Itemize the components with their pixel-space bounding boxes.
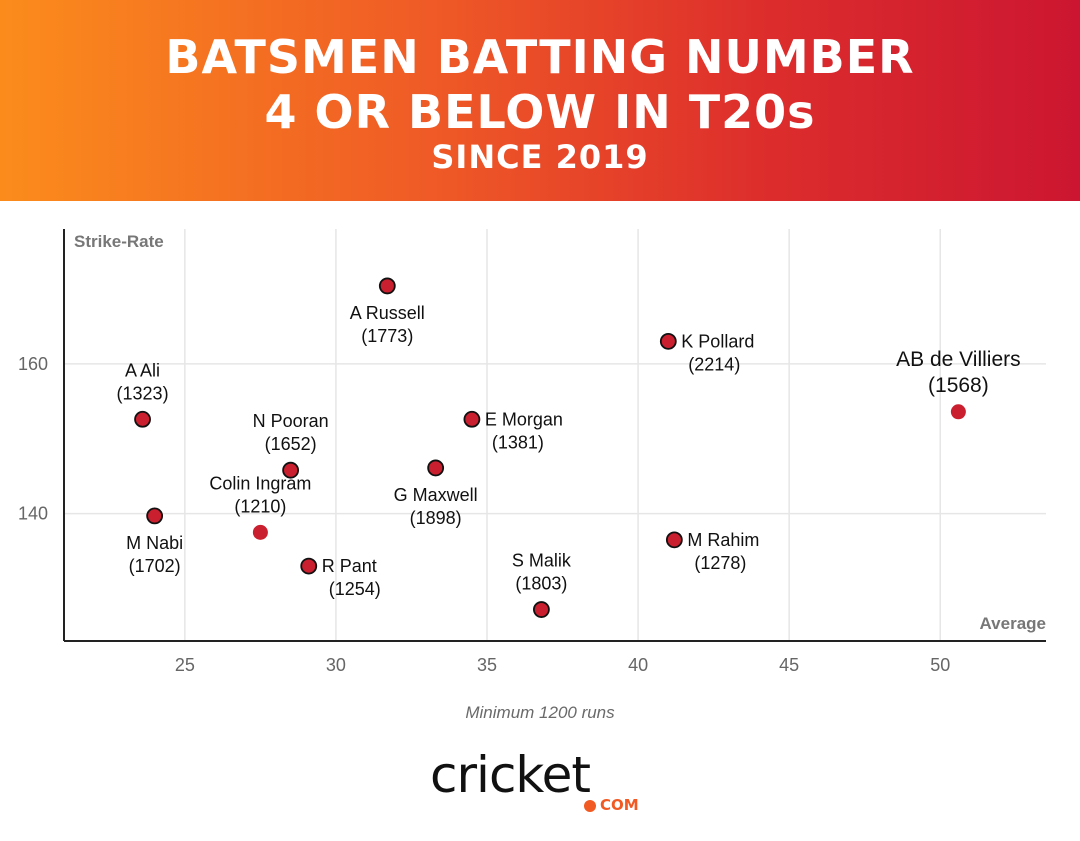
point-label-name: E Morgan — [485, 409, 563, 429]
y-tick-label: 140 — [18, 504, 48, 524]
point-label-name: N Pooran — [253, 411, 329, 431]
y-axis-title: Strike-Rate — [74, 232, 164, 251]
chart-subtitle: SINCE 2019 — [431, 138, 649, 176]
data-point: M Rahim (1278) — [665, 530, 759, 573]
point-label-name: Colin Ingram — [209, 473, 311, 493]
data-point: M Nabi (1702) — [126, 507, 183, 576]
point-label-name: K Pollard — [681, 331, 754, 351]
y-tick-label: 160 — [18, 354, 48, 374]
point-label-name: G Maxwell — [394, 485, 478, 505]
point-label-name: M Nabi — [126, 533, 183, 553]
point-label-runs: (1773) — [361, 326, 413, 346]
point-marker — [533, 601, 550, 618]
point-label-name: M Rahim — [687, 530, 759, 550]
point-label-runs: (1210) — [234, 496, 286, 516]
point-label-runs: (1702) — [129, 556, 181, 576]
x-axis-title: Average — [980, 614, 1046, 633]
point-marker — [146, 507, 164, 525]
point-marker — [378, 277, 396, 295]
point-label-runs: (1898) — [410, 508, 462, 528]
point-label-runs: (1803) — [515, 574, 567, 594]
axes — [63, 229, 1046, 642]
point-label-runs: (1568) — [928, 374, 989, 397]
point-marker — [665, 531, 683, 549]
point-label-name: S Malik — [512, 551, 572, 571]
point-marker — [659, 332, 677, 350]
grid-lines — [64, 229, 1046, 641]
chart-title-line2: 4 OR BELOW IN T20s — [264, 85, 816, 139]
data-point: N Pooran (1652) — [253, 411, 329, 479]
x-tick-label: 25 — [175, 655, 195, 675]
point-label-runs: (1323) — [117, 383, 169, 403]
x-tick-label: 40 — [628, 655, 648, 675]
cricket-com-logo: cricket COM — [430, 746, 660, 818]
logo-suffix: COM — [600, 796, 639, 814]
point-label-runs: (1381) — [492, 432, 544, 452]
logo-wordmark: cricket — [430, 746, 591, 804]
point-label-name: AB de Villiers — [896, 348, 1021, 371]
data-point: S Malik (1803) — [512, 551, 572, 618]
data-point: A Ali (1323) — [117, 360, 169, 428]
point-marker — [300, 557, 318, 575]
data-point: Colin Ingram (1210) — [209, 473, 311, 540]
x-tick-label: 35 — [477, 655, 497, 675]
point-label-runs: (1254) — [329, 579, 381, 599]
point-marker — [252, 524, 268, 540]
point-label-name: A Ali — [125, 360, 160, 380]
chart-title-line1: BATSMEN BATTING NUMBER — [165, 30, 915, 84]
x-tick-label: 45 — [779, 655, 799, 675]
footnote: Minimum 1200 runs — [465, 703, 615, 722]
data-point: R Pant (1254) — [300, 556, 381, 599]
point-marker — [463, 410, 481, 428]
logo-dot-icon — [584, 800, 596, 812]
data-point: K Pollard (2214) — [659, 331, 754, 374]
data-point: G Maxwell (1898) — [394, 459, 478, 528]
data-point: A Russell (1773) — [350, 277, 425, 346]
data-points: A Russell (1773) K Pollard (2214) AB de Vill… — [117, 277, 1021, 618]
data-point: AB de Villiers (1568) — [896, 348, 1021, 420]
point-label-name: R Pant — [322, 556, 377, 576]
x-tick-label: 30 — [326, 655, 346, 675]
data-point: E Morgan (1381) — [463, 409, 563, 452]
point-label-runs: (2214) — [688, 354, 740, 374]
point-marker — [950, 404, 966, 420]
point-marker — [134, 410, 151, 428]
scatter-chart: 25 30 35 40 45 50 140 160 Strike-Rate Average A… — [18, 229, 1046, 675]
tick-labels: 25 30 35 40 45 50 140 160 — [18, 354, 950, 675]
point-label-runs: (1278) — [694, 553, 746, 573]
point-label-runs: (1652) — [265, 434, 317, 454]
point-label-name: A Russell — [350, 303, 425, 323]
header-banner: BATSMEN BATTING NUMBER 4 OR BELOW IN T20… — [0, 0, 1080, 201]
point-marker — [282, 461, 300, 479]
x-tick-label: 50 — [930, 655, 950, 675]
point-marker — [427, 459, 445, 477]
